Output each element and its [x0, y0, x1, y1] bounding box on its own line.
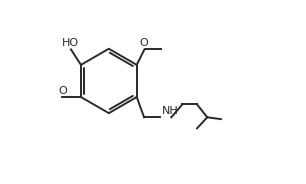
Text: O: O [58, 86, 67, 95]
Text: O: O [139, 38, 148, 48]
Text: NH: NH [162, 106, 178, 116]
Text: HO: HO [62, 38, 79, 48]
